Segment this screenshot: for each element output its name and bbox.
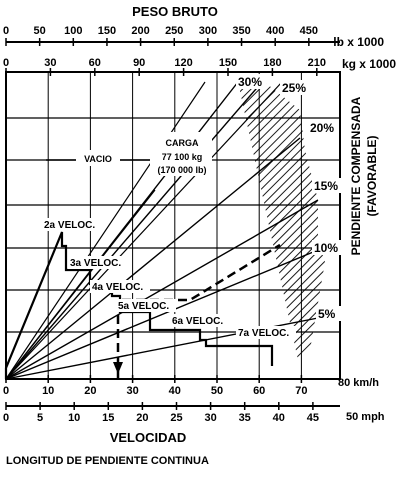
bottom-mph-tick-label: 30 <box>204 412 216 424</box>
gear-label-5: 5a VELOC. <box>118 301 169 312</box>
bottom-kmh-tick-label: 10 <box>42 385 54 397</box>
x-axis-label: VELOCIDAD <box>110 430 187 445</box>
weight-line-max <box>5 81 283 380</box>
bottom-mph-tick-label: 45 <box>307 412 319 424</box>
grade-label-5: 5% <box>318 307 336 321</box>
bottom-mph-tick-label: 5 <box>37 412 43 424</box>
top-kg-tick-label: 90 <box>133 57 145 69</box>
label-loaded-line-2: 77 100 kg <box>162 152 203 162</box>
top-lb-tick-label: 450 <box>300 25 318 37</box>
grade-label-bg <box>236 74 266 89</box>
top-axis-lb-unit: lb x 1000 <box>333 35 384 49</box>
bottom-mph-tick-label: 20 <box>136 412 148 424</box>
gear-label-bg <box>42 218 102 231</box>
bottom-kmh-tick-label: 30 <box>126 385 138 397</box>
top-lb-tick-label: 200 <box>131 25 149 37</box>
gear-labels: 2a VELOC. 3a VELOC. 4a VELOC. 5a VELOC.6a V… <box>42 218 296 339</box>
top-kg-tick-label: 210 <box>308 57 326 69</box>
bottom-axis-kmh-ticks: 0 10 20 30 40 50 60 70 <box>3 375 308 397</box>
top-axis-lb-ticks: 0 50 100 150 200 250 300 350 400 450 <box>3 25 318 46</box>
bottom-mph-tick-label: 10 <box>68 412 80 424</box>
grade-line-10 <box>5 249 319 380</box>
y-axis-label-line-1: PENDIENTE COMPENSADA <box>349 96 363 255</box>
gear-label-6: 6a VELOC. <box>172 316 223 327</box>
gear-label-2: 2a VELOC. <box>44 220 95 231</box>
grade-label-bg <box>280 80 310 95</box>
gear-label-bg <box>90 280 150 293</box>
grade-label-10: 10% <box>314 241 338 255</box>
weight-line-loaded <box>5 81 206 380</box>
top-kg-tick-label: 180 <box>263 57 281 69</box>
top-kg-tick-label: 30 <box>44 57 56 69</box>
y-axis-label-group: PENDIENTE COMPENSADA (FAVORABLE) <box>349 96 379 255</box>
grade-line-25 <box>5 81 263 380</box>
bottom-kmh-tick-label: 50 <box>211 385 223 397</box>
top-kg-tick-label: 0 <box>3 57 9 69</box>
top-lb-tick-label: 350 <box>232 25 250 37</box>
bottom-axis-kmh-unit: 80 km/h <box>338 377 379 389</box>
gear-label-bg <box>170 314 230 327</box>
top-kg-tick-label: 120 <box>174 57 192 69</box>
hatched-envelope <box>238 80 325 360</box>
label-loaded: CARGA 77 100 kg (170 000 lb) <box>150 132 212 176</box>
gear-label-bg <box>68 256 128 269</box>
gear-label-4: 4a VELOC. <box>92 282 143 293</box>
bottom-axis-mph-ticks: 0 5 10 15 20 25 30 35 40 45 <box>3 402 319 424</box>
grade-label-bg <box>316 306 346 321</box>
label-empty: VACIO <box>46 150 152 166</box>
top-lb-tick-label: 50 <box>34 25 46 37</box>
grade-label-25: 25% <box>282 81 306 95</box>
bottom-mph-tick-label: 0 <box>3 412 9 424</box>
grade-lines <box>5 81 319 380</box>
top-lb-tick-label: 400 <box>266 25 284 37</box>
top-axis-kg-unit: kg x 1000 <box>342 57 396 71</box>
gear-label-bg <box>116 299 176 312</box>
label-loaded-line-3: (170 000 lb) <box>157 165 206 175</box>
bottom-kmh-tick-label: 0 <box>3 385 9 397</box>
bottom-kmh-tick-label: 70 <box>295 385 307 397</box>
bottom-kmh-tick-label: 60 <box>253 385 265 397</box>
top-lb-tick-label: 100 <box>64 25 82 37</box>
gear-curve <box>4 231 274 379</box>
bottom-kmh-tick-label: 20 <box>84 385 96 397</box>
top-lb-tick-label: 300 <box>199 25 217 37</box>
y-axis-label-line-2: (FAVORABLE) <box>365 135 379 216</box>
top-lb-tick-label: 150 <box>98 25 116 37</box>
weight-line-empty <box>5 189 156 380</box>
grade-line-15 <box>5 199 319 380</box>
bottom-mph-tick-label: 15 <box>102 412 114 424</box>
label-empty-text: VACIO <box>84 154 112 164</box>
gear-step-line <box>4 231 274 379</box>
grade-label-bg <box>312 240 342 255</box>
bottom-mph-tick-label: 40 <box>273 412 285 424</box>
grade-label-15: 15% <box>314 179 338 193</box>
footer-caption: LONGITUD DE PENDIENTE CONTINUA <box>6 455 209 467</box>
top-lb-tick-label: 250 <box>165 25 183 37</box>
top-kg-tick-label: 150 <box>219 57 237 69</box>
bottom-axis-mph-unit: 50 mph <box>346 411 385 423</box>
bottom-kmh-tick-label: 40 <box>169 385 181 397</box>
label-loaded-line-1: CARGA <box>166 138 199 148</box>
gear-label-bg <box>236 326 296 339</box>
grade-labels: 30% 25% 20% 15% 10% 5% <box>236 74 346 321</box>
example-arrow <box>113 362 123 374</box>
grade-label-20: 20% <box>310 121 334 135</box>
gear-label-7: 7a VELOC. <box>238 328 289 339</box>
top-axis-kg-ticks: 0 30 60 90 120 150 180 210 <box>3 57 326 76</box>
top-lb-tick-label: 0 <box>3 25 9 37</box>
gear-label-3: 3a VELOC. <box>70 258 121 269</box>
grade-label-bg <box>308 120 338 135</box>
bottom-mph-tick-label: 35 <box>239 412 251 424</box>
grade-label-bg <box>312 178 342 193</box>
grade-line-20 <box>5 137 301 380</box>
bottom-mph-tick-label: 25 <box>170 412 182 424</box>
grade-label-30: 30% <box>238 75 262 89</box>
chart-title: PESO BRUTO <box>132 4 218 19</box>
top-kg-tick-label: 60 <box>89 57 101 69</box>
